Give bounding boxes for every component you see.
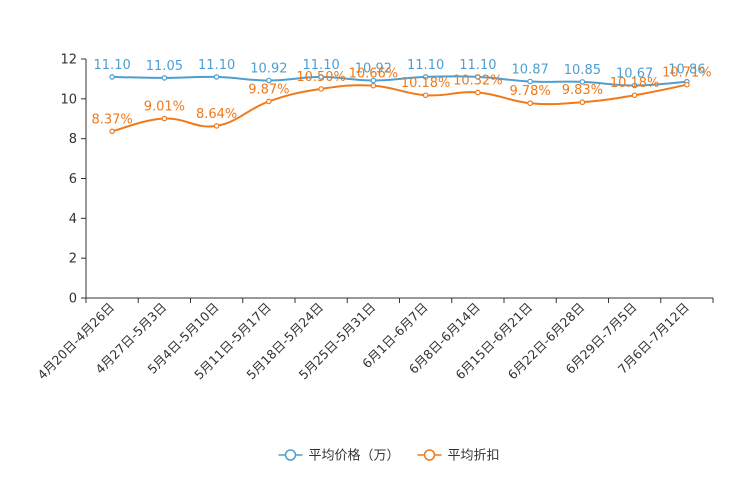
data-label: 10.71% [662, 66, 712, 81]
data-label: 10.85 [564, 63, 601, 78]
data-point[interactable] [161, 75, 168, 81]
data-point[interactable] [631, 92, 638, 99]
data-point[interactable] [631, 82, 638, 89]
legend-label: 平均折扣 [448, 449, 500, 464]
data-label: 10.92 [250, 62, 287, 77]
data-label: 8.64% [196, 107, 237, 122]
data-point[interactable] [318, 86, 324, 92]
data-label: 10.66% [349, 67, 399, 82]
data-label: 9.78% [509, 84, 550, 99]
data-label: 10.18% [401, 76, 451, 91]
data-point[interactable] [579, 79, 586, 85]
data-label: 10.67 [616, 66, 653, 81]
data-label: 9.83% [562, 83, 603, 98]
series-line-1 [111, 83, 688, 133]
data-label: 9.87% [248, 82, 289, 97]
data-label: 11.10 [303, 58, 340, 73]
data-point[interactable] [213, 74, 220, 80]
data-label: 10.87 [512, 63, 549, 78]
data-label: 11.10 [459, 58, 496, 73]
data-label: 9.01% [144, 100, 185, 115]
data-label: 11.05 [146, 59, 183, 74]
chart-legend[interactable]: 平均价格（万） 平均折扣 [278, 448, 500, 464]
data-point[interactable] [370, 77, 377, 84]
data-label: 8.37% [91, 112, 132, 127]
data-label: 11.10 [198, 58, 235, 73]
chart-data-labels: 11.10 11.05 11.10 10.92 11.10 10.92 11.10 11.10… [91, 58, 711, 127]
y-tick-label: 6 [69, 172, 77, 187]
y-tick-label: 10 [60, 92, 77, 107]
data-point[interactable] [684, 81, 690, 88]
data-label: 10.50% [296, 70, 346, 85]
data-point[interactable] [422, 92, 429, 99]
data-point[interactable] [109, 128, 115, 135]
y-tick-label: 8 [69, 132, 77, 147]
data-point[interactable] [161, 115, 168, 122]
data-point[interactable] [266, 98, 272, 105]
chart-axes: 0246810124月20日-4月26日4月27日-5月3日5月4日-5月10日… [34, 53, 714, 382]
y-tick-label: 2 [69, 252, 77, 267]
data-point[interactable] [266, 77, 272, 84]
data-label: 11.10 [94, 58, 131, 73]
legend-marker-icon [423, 449, 436, 461]
data-label: 10.86 [668, 63, 705, 78]
data-point[interactable] [213, 123, 220, 129]
data-point[interactable] [318, 74, 324, 80]
data-point[interactable] [527, 78, 533, 85]
data-point[interactable] [475, 74, 481, 80]
legend-marker-icon [284, 449, 297, 461]
data-point[interactable] [422, 74, 429, 80]
data-point[interactable] [579, 99, 586, 106]
data-point[interactable] [475, 89, 481, 96]
data-label: 11.10 [407, 58, 444, 73]
chart-series [109, 74, 690, 135]
data-label: 10.32% [453, 73, 503, 88]
data-point[interactable] [370, 82, 377, 89]
y-tick-label: 0 [69, 292, 77, 307]
legend-label: 平均价格（万） [309, 448, 400, 464]
data-label: 10.18% [610, 76, 660, 91]
series-line-0 [112, 75, 687, 87]
y-tick-label: 12 [60, 53, 77, 68]
legend-item-0[interactable]: 平均价格（万） [278, 448, 400, 464]
y-tick-label: 4 [69, 212, 77, 227]
data-point[interactable] [109, 74, 115, 80]
data-point[interactable] [527, 100, 533, 107]
data-label: 10.92 [355, 62, 392, 77]
series-1-group [109, 81, 690, 135]
legend-item-1[interactable]: 平均折扣 [417, 449, 500, 464]
